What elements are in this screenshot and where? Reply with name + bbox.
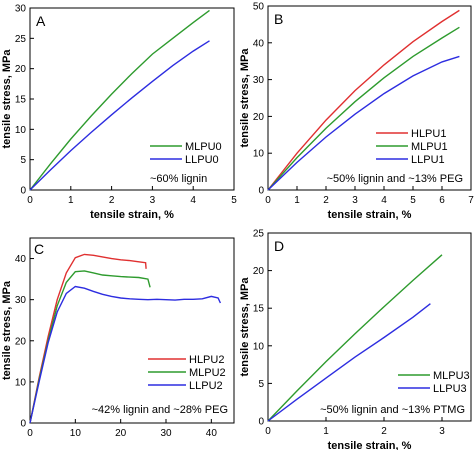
x-tick-label: 2 [381,426,387,437]
y-tick-label: 20 [253,266,265,277]
annotation-text: ~50% lignin and ~13% PEG [327,173,463,185]
legend-label: MLPU0 [185,141,222,153]
legend-label: HLPU2 [189,354,224,366]
x-tick-label: 30 [160,428,172,439]
annotation-text: ~60% lignin [150,173,207,185]
panel-letter: D [274,238,284,254]
y-tick-label: 40 [253,38,265,49]
x-axis-label: tensile strain, % [328,209,412,221]
legend-label: MLPU3 [433,370,470,382]
y-tick-label: 10 [15,377,27,388]
x-tick-label: 7 [468,195,474,206]
chart-panel-c: 0 10 20 30 40 0 10 20 30 40 tensile stress, MPa C HL… [1,237,235,439]
series-line-mlpu2 [29,270,151,424]
x-tick-label: 2 [323,195,329,206]
series-line-mlpu3 [267,254,443,422]
y-tick-label: 15 [15,95,27,106]
y-axis-label: tensile stress, MPa [239,277,251,377]
legend-label: LLPU1 [411,154,445,166]
x-tick-label: 3 [150,195,156,206]
x-tick-label: 0 [265,195,271,206]
y-tick-label: 0 [258,417,264,428]
x-tick-label: 40 [206,428,218,439]
x-axis-label: tensile strain, % [328,440,412,450]
plot-frame [267,5,472,191]
panel-letter: A [36,13,46,29]
series-line-hlpu1 [267,9,460,191]
y-tick-label: 25 [15,34,27,45]
x-axis-label: tensile strain, % [90,209,174,221]
y-tick-label: 5 [258,379,264,390]
y-tick-label: 20 [15,64,27,75]
chart-panel-d: 0 1 2 3 0 5 10 15 20 25 tensile strain, % tensile s… [239,229,472,450]
panel-letter: B [274,11,283,27]
plot-frame [29,237,235,424]
y-tick-label: 0 [20,186,26,197]
x-tick-label: 6 [439,195,445,206]
y-tick-label: 15 [253,304,265,315]
x-tick-label: 1 [68,195,74,206]
x-tick-label: 1 [323,426,329,437]
chart-panel-a: 0 1 2 3 4 5 0 5 10 15 20 25 30 tensile strain, % tensi… [1,4,237,222]
chart-panel-b: 0 1 2 3 4 5 6 7 0 10 20 30 40 50 tensile strain, % tens… [239,2,474,222]
legend-label: LLPU0 [185,154,219,166]
series-line-llpu2 [29,285,222,424]
x-tick-label: 1 [294,195,300,206]
legend-label: MLPU1 [411,141,448,153]
legend-label: MLPU2 [189,367,226,379]
plot-frame [267,232,472,422]
x-tick-label: 0 [27,195,33,206]
x-tick-label: 4 [381,195,387,206]
series-line-mlpu0 [29,9,210,191]
series-line-llpu0 [29,40,210,191]
y-tick-label: 5 [20,155,26,166]
panel-letter: C [34,241,44,257]
y-tick-label: 40 [15,254,27,265]
x-tick-label: 4 [190,195,196,206]
x-tick-label: 3 [352,195,358,206]
series-line-hlpu2 [29,253,147,424]
x-tick-label: 2 [109,195,115,206]
x-tick-label: 3 [439,426,445,437]
x-tick-label: 20 [115,428,127,439]
annotation-text: ~42% lignin and ~28% PEG [92,404,228,416]
y-tick-label: 10 [253,149,265,160]
x-tick-label: 5 [410,195,416,206]
x-tick-label: 5 [231,195,237,206]
legend-label: HLPU1 [411,128,446,140]
x-tick-label: 0 [265,426,271,437]
y-tick-label: 0 [258,186,264,197]
series-line-llpu3 [267,303,431,422]
legend-label: LLPU2 [189,380,223,392]
y-tick-label: 30 [253,75,265,86]
y-axis-label: tensile stress, MPa [239,48,251,148]
legend-label: LLPU3 [433,383,467,395]
y-tick-label: 10 [253,341,265,352]
series-line-mlpu1 [267,26,460,191]
x-tick-label: 10 [70,428,82,439]
y-tick-label: 20 [15,336,27,347]
y-tick-label: 30 [15,4,27,15]
y-axis-label: tensile stress, MPa [1,49,13,149]
x-tick-label: 0 [27,428,33,439]
y-tick-label: 50 [253,2,265,13]
y-tick-label: 10 [15,125,27,136]
y-axis-label: tensile stress, MPa [1,280,13,380]
series-line-llpu1 [267,55,460,191]
y-tick-label: 30 [15,295,27,306]
y-tick-label: 25 [253,229,265,240]
y-tick-label: 0 [20,419,26,430]
y-tick-label: 20 [253,112,265,123]
annotation-text: ~50% lignin and ~13% PTMG [320,404,465,416]
